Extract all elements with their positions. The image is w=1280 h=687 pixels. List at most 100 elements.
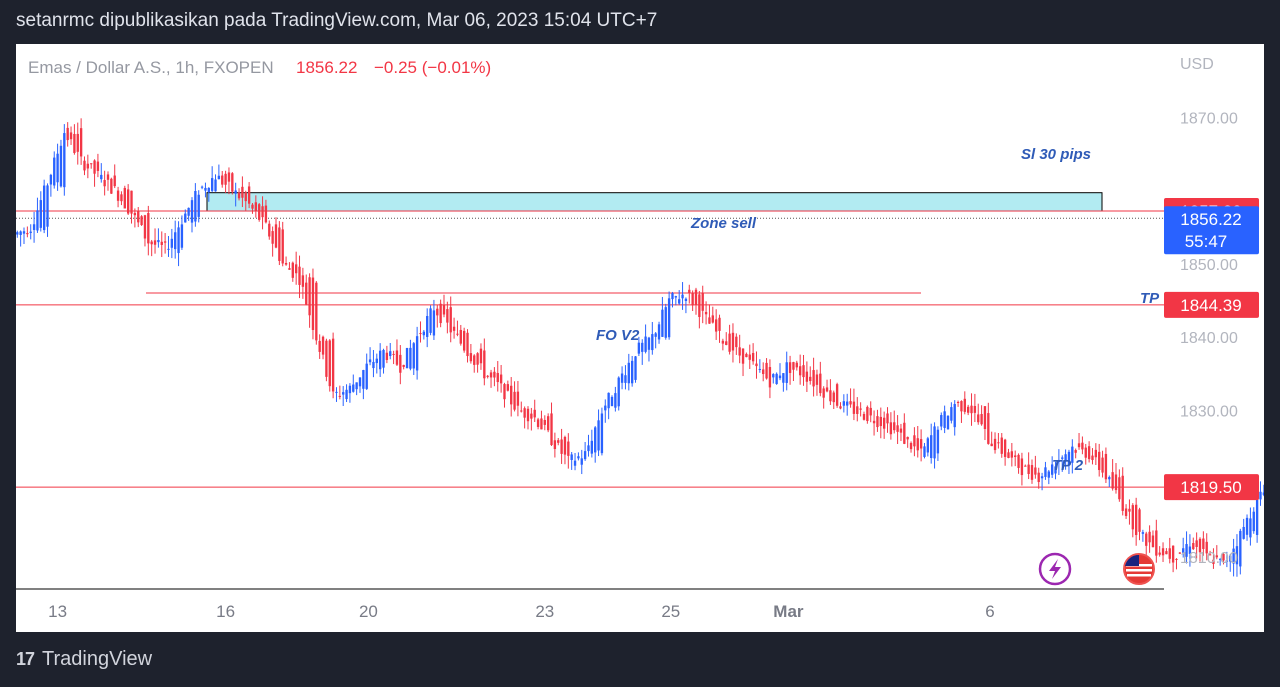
candle bbox=[214, 174, 217, 192]
candle bbox=[237, 188, 241, 201]
candle bbox=[590, 429, 594, 458]
candle bbox=[1165, 548, 1168, 555]
candle bbox=[331, 332, 335, 399]
candle bbox=[241, 176, 244, 208]
candle bbox=[1034, 455, 1037, 479]
candle bbox=[654, 331, 657, 349]
candle bbox=[1030, 459, 1034, 484]
candle bbox=[335, 387, 338, 402]
candle bbox=[16, 230, 19, 238]
candle bbox=[832, 390, 835, 410]
candle bbox=[338, 385, 342, 400]
candle bbox=[1151, 530, 1155, 548]
us-flag-icon[interactable] bbox=[1123, 553, 1155, 585]
candle bbox=[711, 306, 714, 324]
candle bbox=[469, 344, 473, 364]
candle bbox=[839, 402, 842, 410]
candle bbox=[627, 353, 630, 391]
candle bbox=[234, 182, 237, 207]
price-chart[interactable]: Emas / Dollar A.S., 1h, FXOPEN 1856.22 −… bbox=[16, 44, 1280, 632]
candle bbox=[513, 381, 516, 412]
candle bbox=[1121, 467, 1124, 516]
candle bbox=[862, 411, 866, 421]
candle bbox=[842, 394, 846, 413]
candle bbox=[368, 347, 372, 366]
candle bbox=[442, 294, 446, 318]
candle bbox=[852, 388, 856, 421]
candle bbox=[315, 281, 318, 345]
candle bbox=[452, 317, 456, 339]
candle bbox=[321, 335, 325, 360]
candle bbox=[587, 434, 590, 457]
candle bbox=[943, 405, 946, 434]
candle bbox=[197, 190, 200, 223]
candle bbox=[46, 183, 49, 237]
candle bbox=[745, 352, 748, 358]
candle bbox=[610, 395, 614, 407]
candle bbox=[661, 296, 664, 337]
footer-brand[interactable]: 17 TradingView bbox=[16, 648, 152, 671]
candle bbox=[221, 170, 224, 188]
candle bbox=[389, 343, 392, 360]
legend-symbol: Emas / Dollar A.S., 1h, FXOPEN bbox=[28, 58, 274, 77]
candle bbox=[362, 369, 365, 400]
candle bbox=[392, 350, 395, 365]
candle bbox=[476, 352, 479, 373]
candle bbox=[950, 402, 953, 424]
candle bbox=[254, 195, 258, 218]
candle bbox=[802, 354, 805, 386]
candle bbox=[597, 409, 600, 457]
candle bbox=[429, 305, 432, 336]
x-tick-label: 6 bbox=[985, 602, 994, 621]
candle bbox=[496, 361, 499, 392]
candle bbox=[923, 442, 926, 459]
candle bbox=[510, 377, 513, 417]
candle bbox=[126, 184, 130, 215]
candle bbox=[788, 355, 792, 385]
candle bbox=[573, 453, 577, 471]
candle bbox=[1104, 447, 1108, 484]
candle bbox=[426, 308, 429, 348]
chart-panel[interactable]: Emas / Dollar A.S., 1h, FXOPEN 1856.22 −… bbox=[16, 44, 1280, 632]
candle bbox=[187, 207, 190, 221]
candle bbox=[59, 139, 63, 188]
candle bbox=[194, 183, 197, 227]
candle bbox=[123, 185, 126, 209]
candle bbox=[305, 274, 308, 306]
candle bbox=[1218, 558, 1222, 566]
candle bbox=[607, 392, 610, 420]
candle bbox=[298, 255, 301, 299]
candle bbox=[926, 436, 930, 457]
candle bbox=[893, 410, 896, 434]
candle bbox=[553, 432, 557, 458]
candle bbox=[1024, 464, 1027, 467]
candle bbox=[1128, 499, 1131, 525]
candle bbox=[184, 209, 187, 223]
candle bbox=[866, 405, 869, 424]
candle bbox=[731, 323, 735, 363]
candle bbox=[244, 190, 247, 211]
candle bbox=[651, 322, 654, 355]
candle bbox=[919, 429, 923, 462]
candle bbox=[809, 366, 812, 385]
candle bbox=[489, 369, 493, 388]
candle bbox=[741, 348, 745, 377]
candle bbox=[462, 327, 466, 353]
candle bbox=[614, 386, 617, 412]
candle bbox=[1239, 528, 1242, 575]
candle bbox=[664, 303, 667, 340]
candle bbox=[291, 261, 294, 282]
candle bbox=[822, 386, 825, 409]
candle bbox=[358, 377, 362, 393]
candle bbox=[32, 211, 36, 243]
candle bbox=[688, 284, 691, 304]
lightning-icon[interactable] bbox=[1038, 552, 1072, 586]
candle bbox=[1124, 504, 1128, 519]
candle bbox=[916, 426, 919, 458]
candle bbox=[157, 228, 160, 248]
candle bbox=[577, 452, 580, 461]
candle bbox=[714, 309, 718, 340]
candle bbox=[725, 332, 728, 346]
candle bbox=[204, 182, 207, 198]
candle bbox=[1195, 532, 1198, 559]
